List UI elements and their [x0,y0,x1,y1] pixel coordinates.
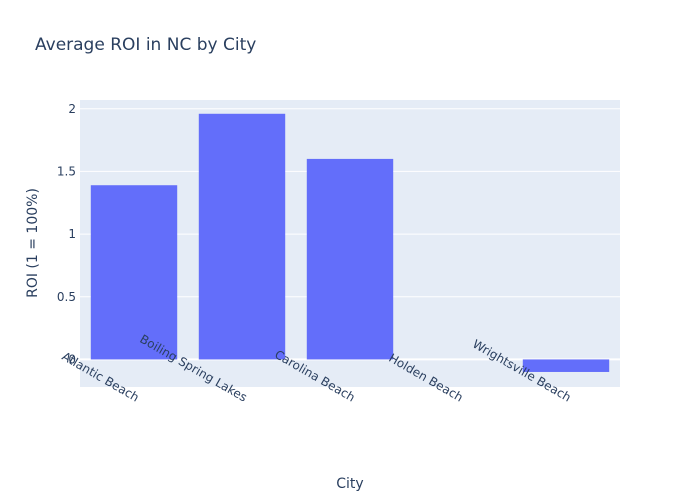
bar-wrightsville-beach[interactable] [522,359,610,372]
bar-atlantic-beach[interactable] [90,185,178,360]
y-axis-ticks: 0 0.5 1 1.5 2 [57,102,76,367]
y-tick-label: 0 [68,352,76,366]
y-axis-title: ROI (1 = 100%) [25,188,41,298]
x-axis-title: City [336,476,363,492]
y-tick-label: 1.5 [57,164,76,178]
y-tick-label: 2 [68,102,76,116]
bar-carolina-beach[interactable] [306,158,394,360]
y-tick-label: 0.5 [57,290,76,304]
y-tick-label: 1 [68,227,76,241]
bar-boiling-spring-lakes[interactable] [198,113,286,360]
bars [90,113,610,372]
chart-title: Average ROI in NC by City [35,35,256,55]
